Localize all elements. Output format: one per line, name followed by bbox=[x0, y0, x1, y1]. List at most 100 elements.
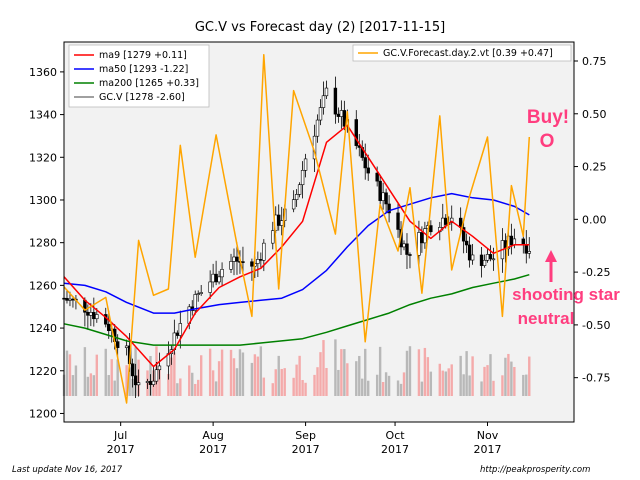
y2-tick-label: 0.75 bbox=[582, 55, 607, 68]
candle-body bbox=[211, 273, 215, 283]
legend-gcv-label: GC.V [1278 -2.60] bbox=[99, 92, 185, 103]
volume-bar bbox=[283, 368, 286, 396]
volume-bar bbox=[199, 355, 203, 396]
volume-bar bbox=[423, 347, 427, 396]
candle-body bbox=[196, 293, 200, 295]
x-tick-month: Sep bbox=[295, 429, 316, 442]
candle-body bbox=[291, 199, 296, 210]
annotation-buy: Buy! bbox=[527, 107, 569, 128]
candle-body bbox=[193, 294, 197, 311]
volume-bar bbox=[232, 358, 236, 396]
candle-body bbox=[154, 369, 159, 382]
x-tick-year: 2017 bbox=[107, 443, 135, 456]
candle-body bbox=[95, 314, 99, 320]
volume-bar bbox=[197, 379, 200, 396]
candle-body bbox=[363, 157, 367, 169]
x-tick-month: Nov bbox=[477, 429, 499, 442]
candle-body bbox=[115, 341, 120, 348]
candle-body bbox=[482, 259, 487, 266]
x-tick-year: 2017 bbox=[474, 443, 502, 456]
volume-bar bbox=[462, 374, 465, 396]
candle-body bbox=[68, 298, 72, 301]
candle-body bbox=[485, 254, 490, 261]
candle-body bbox=[512, 238, 517, 246]
candle-body bbox=[157, 365, 162, 371]
volume-bar bbox=[128, 367, 131, 396]
volume-bar bbox=[217, 361, 221, 396]
volume-bar bbox=[304, 382, 307, 396]
candle-body bbox=[450, 217, 454, 224]
candle-body bbox=[396, 212, 400, 230]
candle-body bbox=[217, 276, 221, 283]
candle-body bbox=[297, 184, 302, 195]
volume-bar bbox=[313, 374, 316, 396]
candle-body bbox=[354, 119, 358, 146]
candle-body bbox=[208, 281, 212, 293]
annotation-neutral: neutral bbox=[518, 309, 575, 328]
series-lines bbox=[63, 53, 531, 404]
volume-bar bbox=[65, 350, 69, 396]
candle-body bbox=[366, 167, 370, 174]
volume-bar bbox=[74, 365, 78, 396]
candle-body bbox=[333, 87, 338, 115]
volume-bar bbox=[387, 375, 391, 396]
candle-body bbox=[470, 254, 475, 261]
volume-bar bbox=[89, 373, 93, 396]
x-tick-year: 2017 bbox=[292, 443, 320, 456]
legend-ma200-label: ma200 [1265 +0.33] bbox=[99, 78, 199, 89]
volume-bar bbox=[220, 349, 224, 396]
candle-body bbox=[235, 256, 239, 262]
y2-tick-label: 0.25 bbox=[582, 161, 607, 174]
candle-body bbox=[300, 170, 305, 186]
candle-body bbox=[464, 240, 469, 246]
volume-bar bbox=[173, 352, 176, 396]
volume-bar bbox=[528, 356, 531, 396]
candle-body bbox=[229, 261, 233, 270]
volume-bar bbox=[438, 363, 441, 396]
volume-bar bbox=[319, 352, 322, 396]
x-tick-month: Oct bbox=[386, 429, 406, 442]
legend-ma50-label: ma50 [1293 -1.22] bbox=[99, 64, 188, 75]
candle-body bbox=[521, 238, 525, 246]
candle-body bbox=[375, 172, 379, 182]
ma50-line bbox=[63, 192, 530, 314]
volume-bar bbox=[375, 374, 379, 396]
candle-body bbox=[491, 258, 496, 261]
y2-tick-label: 0.50 bbox=[582, 108, 607, 121]
volume-bar bbox=[292, 377, 295, 396]
footer-last-update: Last update Nov 16, 2017 bbox=[12, 465, 123, 475]
y-tick-label: 1340 bbox=[29, 109, 57, 122]
volume-bar bbox=[83, 347, 87, 396]
volume-bar bbox=[110, 359, 113, 396]
y-tick-label: 1280 bbox=[29, 237, 57, 250]
candle-body bbox=[420, 232, 424, 244]
candle-body bbox=[336, 113, 341, 117]
x-tick-month: Aug bbox=[202, 429, 223, 442]
candle-body bbox=[277, 214, 281, 226]
volume-bar bbox=[194, 383, 197, 396]
candle-body bbox=[315, 119, 320, 137]
volume-bar bbox=[483, 366, 486, 396]
y2-tick-label: -0.50 bbox=[582, 319, 610, 332]
volume-bar bbox=[259, 346, 263, 396]
volume-bar bbox=[191, 372, 194, 396]
volume-bar bbox=[71, 375, 75, 396]
volume-bar bbox=[489, 354, 492, 396]
footer-url: http://peakprosperity.com bbox=[480, 465, 590, 475]
y-axis-right: -0.75 -0.50 -0.25 0.00 0.25 0.50 0.75 bbox=[574, 55, 610, 385]
x-tick-year: 2017 bbox=[381, 443, 409, 456]
volume-bar bbox=[158, 366, 161, 396]
volume-bar bbox=[271, 383, 274, 396]
x-tick-year: 2017 bbox=[199, 443, 227, 456]
volume-bar bbox=[486, 365, 489, 396]
volume-bar bbox=[68, 354, 72, 396]
volume-bar bbox=[280, 368, 283, 396]
volume-bar bbox=[250, 362, 254, 396]
candle-body bbox=[318, 107, 323, 121]
volume-bar bbox=[256, 356, 260, 396]
candle-body bbox=[92, 312, 96, 320]
volume-bar bbox=[107, 375, 110, 396]
candle-body bbox=[527, 251, 531, 254]
y2-tick-label: 0.00 bbox=[582, 213, 607, 226]
